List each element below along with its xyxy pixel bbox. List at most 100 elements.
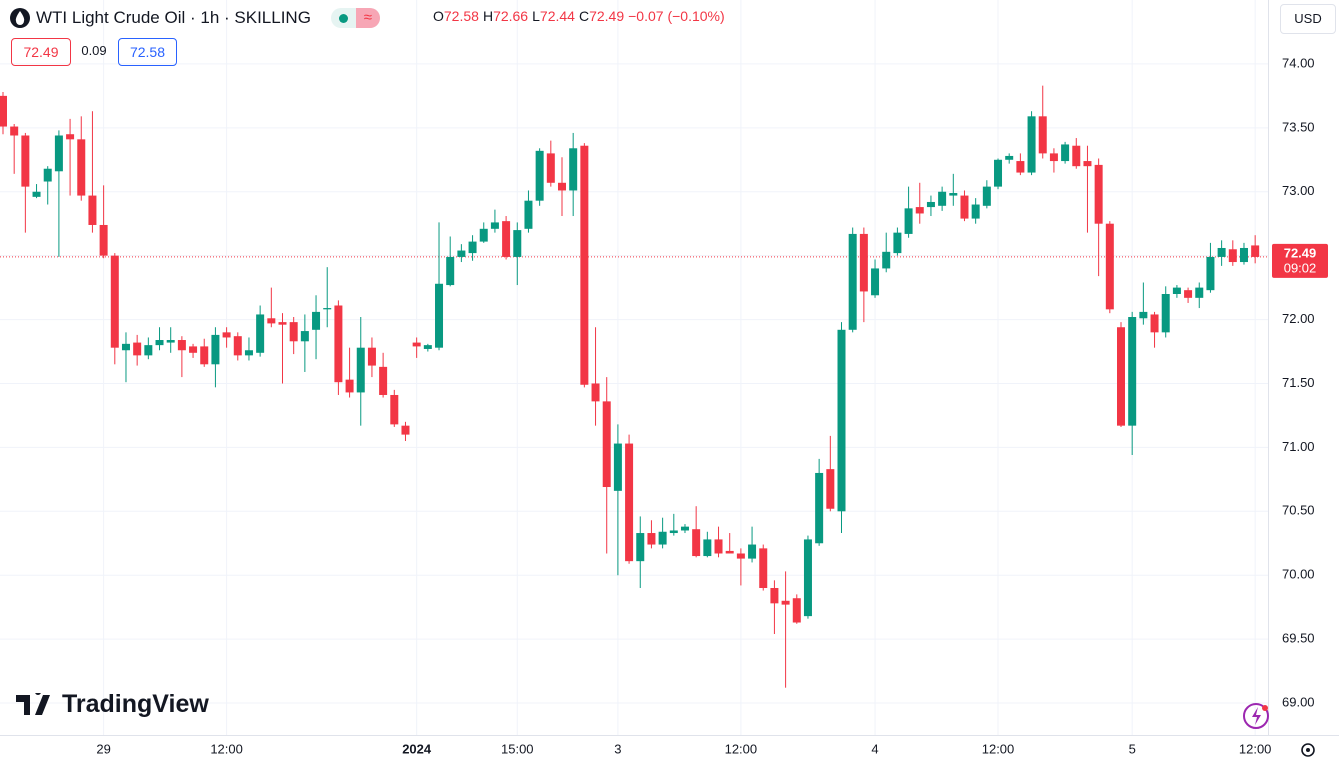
candle-body [1038,116,1047,154]
candle-body [435,283,444,348]
candle-body [323,308,332,310]
x-tick-label: 12:00 [1239,741,1272,756]
candle-body [289,322,298,342]
candle-body [54,135,63,172]
alert-icon[interactable] [1243,703,1269,729]
candle-body [412,342,421,347]
currency-button[interactable]: USD [1280,4,1336,34]
candle-body [1061,144,1070,162]
candle-body [971,204,980,219]
last-price-box [1272,243,1328,278]
x-tick-label: 12:00 [725,741,758,756]
candle-body [1172,287,1181,294]
bid-box[interactable]: 72.49 [11,38,71,66]
settings-icon[interactable] [1301,743,1315,757]
y-tick-label: 73.00 [1282,183,1315,198]
ohlc-value: 72.49 [589,8,625,24]
ohlc-value: 72.58 [443,8,479,24]
y-tick-label: 71.50 [1282,375,1315,390]
candle-body [222,332,231,338]
candle-body [792,598,801,623]
market-open-dot [338,13,348,23]
candle-body [1117,327,1125,426]
candle-body [647,533,656,545]
candle-body [725,550,734,554]
settings-center [1306,748,1310,752]
candle-body [1105,223,1114,310]
x-tick-label: 15:00 [501,741,534,756]
candle-body [714,539,723,554]
alert-bolt [1252,707,1261,725]
candle-body [949,193,958,196]
candle-body [66,134,75,140]
candle-body [1005,155,1014,160]
candle-body [401,425,410,435]
candle-body [871,268,880,296]
y-tick-label: 70.00 [1282,567,1315,582]
delayed-badge: ≈ [355,8,380,28]
ohlc-key: C [578,8,590,24]
y-tick-label: 69.00 [1282,694,1315,709]
candle-body [882,251,891,269]
candle-body [200,346,209,365]
ohlc-change: −0.07 (−0.10%) [628,8,725,24]
candle-body [535,150,544,201]
candle-body [379,366,388,395]
y-tick-label: 73.50 [1282,119,1315,134]
candle-body [748,544,757,559]
candle-body [267,318,276,324]
candle-body [256,314,265,353]
candle-body [680,526,689,531]
candle-body [457,250,466,257]
candle-body [189,346,198,353]
candle-body [502,221,511,257]
candle-body [1128,317,1137,426]
candle-body [88,195,97,225]
candle-body [546,153,555,183]
candle-body [300,331,309,342]
x-tick-label: 3 [614,741,621,756]
x-tick-label: 12:00 [210,741,243,756]
ohlc-value: 72.66 [493,8,529,24]
ohlc-value: 72.44 [539,8,575,24]
candle-body [982,186,991,206]
candle-body [479,228,488,242]
candle-body [312,311,321,330]
x-tick-label: 12:00 [982,741,1015,756]
ask-box[interactable]: 72.58 [118,38,177,66]
candle-body [356,347,365,393]
y-tick-label: 72.00 [1282,311,1315,326]
candle-body [446,256,455,286]
grid [0,0,1268,735]
candle-body [803,539,812,617]
candle-body [848,233,857,330]
y-tick-label: 70.50 [1282,503,1315,518]
candle-body [155,340,164,346]
candle-body [278,322,287,325]
candle-body [1228,249,1237,263]
candle-body [781,600,790,605]
candle-body [893,232,902,254]
candle-body [77,139,86,196]
candle-body [10,126,19,136]
candle-body [580,145,589,385]
candle-body [613,443,622,491]
candle-body [211,334,220,365]
candle-body [703,539,712,557]
candle-body [1072,145,1081,167]
logo: TradingView [16,690,209,719]
ohlc-key: L [532,8,540,24]
candle-body [904,208,913,234]
candle-body [1161,294,1170,333]
x-tick-label: 29 [96,741,110,756]
y-tick-label: 71.00 [1282,439,1315,454]
candle-body [1094,164,1103,224]
candle-body [423,345,432,349]
candle-body [669,530,678,534]
candle-body [334,305,343,383]
ohlc-key: O [433,8,444,24]
candle-body [110,255,119,348]
brand: TradingView [62,690,209,718]
candle-body [736,553,745,559]
